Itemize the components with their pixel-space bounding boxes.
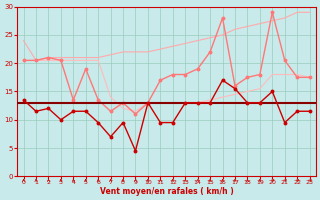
X-axis label: Vent moyen/en rafales ( km/h ): Vent moyen/en rafales ( km/h ): [100, 187, 234, 196]
